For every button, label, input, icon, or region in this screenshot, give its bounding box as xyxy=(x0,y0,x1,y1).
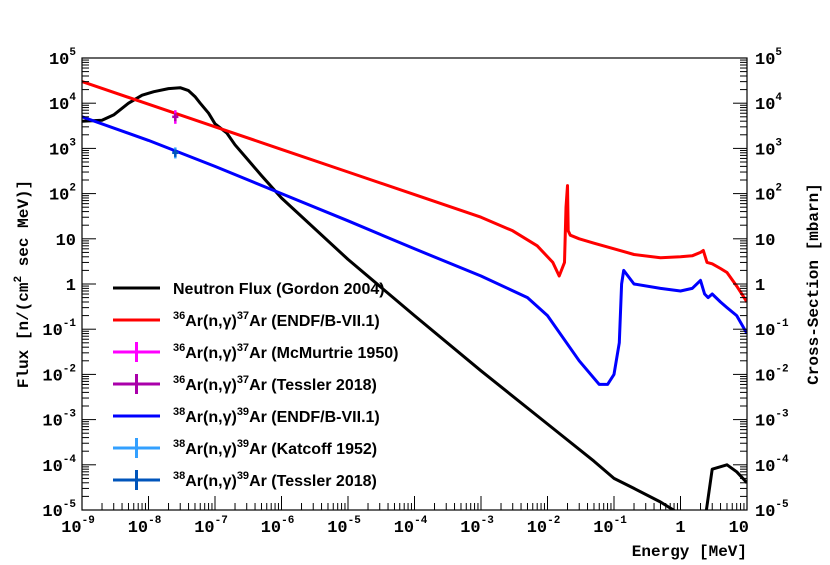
x-tick-label: 10 xyxy=(729,519,749,538)
legend: Neutron Flux (Gordon 2004) 36Ar(n,γ)37Ar … xyxy=(113,281,398,490)
legend-entry-0: Neutron Flux (Gordon 2004) xyxy=(113,281,385,298)
y-right-tick-label: 10-5 xyxy=(755,499,789,522)
series-line-1 xyxy=(82,80,747,303)
y-axis-left-title: Flux [n/(cm2 sec MeV)] xyxy=(13,180,33,388)
y-left-tick-label: 102 xyxy=(49,183,76,206)
x-axis-title: Energy [MeV] xyxy=(632,543,747,561)
y-left-tick-label: 10-5 xyxy=(42,499,76,522)
y-right-tick-label: 10-4 xyxy=(755,454,789,477)
y-right-tick-label: 102 xyxy=(755,183,782,206)
y-left-tick-label: 1 xyxy=(66,277,76,296)
y-left-tick-label: 10 xyxy=(56,232,76,251)
legend-entry-4: 38Ar(n,γ)39Ar (ENDF/B-VII.1) xyxy=(113,406,380,426)
y-left-tick-label: 10-4 xyxy=(42,454,76,477)
x-tick-label: 10-7 xyxy=(194,515,228,538)
legend-label-6: 38Ar(n,γ)39Ar (Tessler 2018) xyxy=(173,470,377,490)
legend-label-5: 38Ar(n,γ)39Ar (Katcoff 1952) xyxy=(173,438,377,458)
x-tick-label: 10-1 xyxy=(593,515,627,538)
y-right-tick-label: 105 xyxy=(755,47,782,70)
legend-entry-1: 36Ar(n,γ)37Ar (ENDF/B-VII.1) xyxy=(113,310,380,330)
y-right-tick-label: 10-3 xyxy=(755,409,789,432)
tick-labels: 10-9 10-8 10-7 10-6 10-5 10-4 10-3 10-2 10-1 1 10 1… xyxy=(42,47,789,538)
legend-label-1: 36Ar(n,γ)37Ar (ENDF/B-VII.1) xyxy=(173,310,380,330)
y-left-tick-label: 105 xyxy=(49,47,76,70)
errorbar-layer xyxy=(172,110,179,159)
y-left-tick-label: 10-2 xyxy=(42,363,76,386)
x-tick-label: 10-3 xyxy=(460,515,494,538)
x-tick-label: 10-5 xyxy=(327,515,361,538)
y-right-tick-label: 103 xyxy=(755,137,782,160)
legend-entry-2: 36Ar(n,γ)37Ar (McMurtrie 1950) xyxy=(113,342,398,362)
y-left-tick-label: 104 xyxy=(49,92,76,115)
y-right-tick-label: 10-2 xyxy=(755,363,789,386)
tick-marks xyxy=(81,57,748,511)
x-tick-label: 10-6 xyxy=(261,515,295,538)
legend-label-0: Neutron Flux (Gordon 2004) xyxy=(173,281,385,298)
y-left-tick-label: 10-3 xyxy=(42,409,76,432)
y-left-tick-label: 103 xyxy=(49,137,76,160)
y-left-tick-label: 10-1 xyxy=(42,318,76,341)
x-tick-label: 10-8 xyxy=(128,515,162,538)
x-tick-label: 10-2 xyxy=(527,515,561,538)
legend-label-3: 36Ar(n,γ)37Ar (Tessler 2018) xyxy=(173,374,377,394)
x-tick-label: 1 xyxy=(675,519,685,538)
series-layer xyxy=(82,80,747,510)
y-right-tick-label: 10 xyxy=(755,232,775,251)
series-line-4 xyxy=(82,115,747,386)
x-tick-label: 10-4 xyxy=(394,515,428,538)
y-right-tick-label: 104 xyxy=(755,92,782,115)
y-axis-right-title: Cross-Section [mbarn] xyxy=(805,183,823,385)
x-tick-label: 10-9 xyxy=(61,515,95,538)
y-right-tick-label: 1 xyxy=(755,277,765,296)
legend-entry-3: 36Ar(n,γ)37Ar (Tessler 2018) xyxy=(113,374,377,394)
legend-entry-5: 38Ar(n,γ)39Ar (Katcoff 1952) xyxy=(113,438,377,458)
series-line-0 xyxy=(82,86,747,510)
y-right-tick-label: 10-1 xyxy=(755,318,789,341)
legend-label-4: 38Ar(n,γ)39Ar (ENDF/B-VII.1) xyxy=(173,406,380,426)
legend-entry-6: 38Ar(n,γ)39Ar (Tessler 2018) xyxy=(113,470,377,490)
legend-label-2: 36Ar(n,γ)37Ar (McMurtrie 1950) xyxy=(173,342,398,362)
